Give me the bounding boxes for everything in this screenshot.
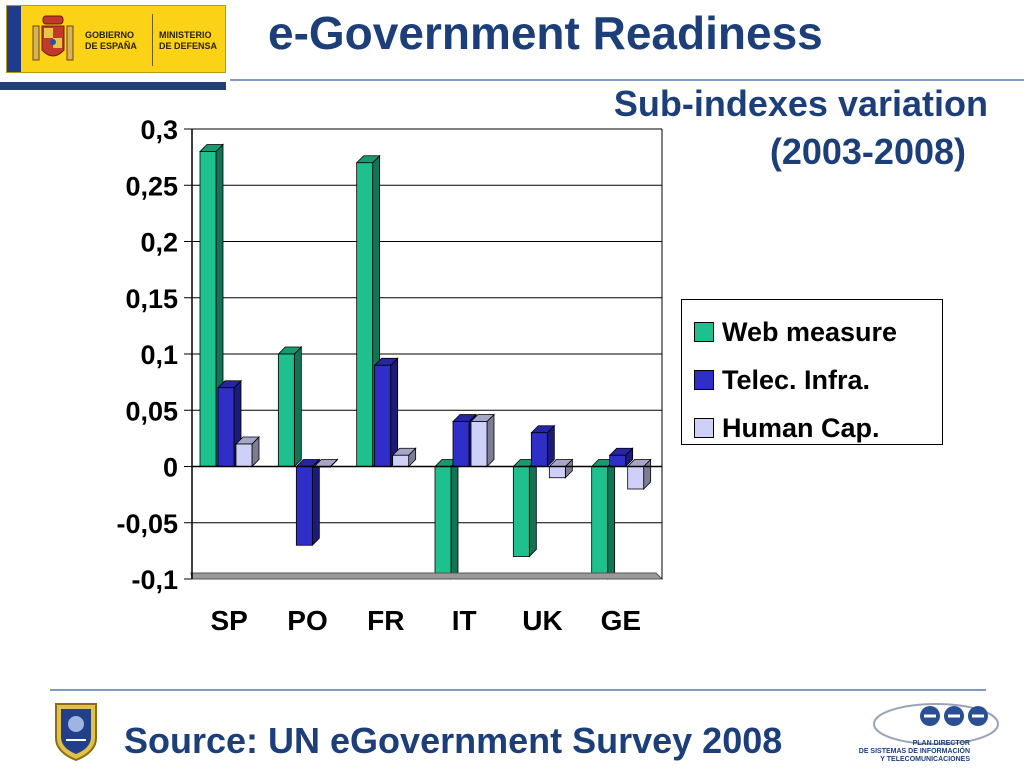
bar-ge-telec-infra	[608, 447, 634, 468]
chart-subtitle-line1: Sub-indexes variation	[613, 83, 988, 124]
bar-it-human-cap	[470, 413, 495, 468]
x-tick-label: UK	[522, 605, 562, 636]
source-note: Source: UN eGovernment Survey 2008	[124, 720, 783, 761]
flag-strip-icon	[7, 6, 21, 72]
logo-ministerio-line2: DE DEFENSA	[159, 41, 218, 51]
bar-po-telec-infra	[295, 458, 321, 547]
footer-rule	[50, 689, 986, 691]
bar-uk-human-cap	[548, 458, 574, 479]
bar-ge-web-measure	[590, 458, 616, 580]
axes	[184, 128, 664, 580]
bar-chart: 0,3 0,25 0,2 0,15 0,1 0,05 0 -0,05 -0,1 SP PO FR IT U…	[116, 115, 664, 636]
tick-labels: 0,3 0,25 0,2 0,15 0,1 0,05 0 -0,05 -0,1 SP PO FR IT U…	[116, 115, 641, 636]
y-tick-label: -0,1	[131, 565, 178, 595]
chart-legend: Web measure Telec. Infra. Human Cap.	[681, 299, 943, 445]
logo-ministerio-line1: MINISTERIO	[159, 30, 212, 40]
y-tick-label: 0	[163, 453, 178, 483]
legend-swatch-web-measure	[694, 322, 714, 342]
bar-uk-web-measure	[512, 458, 538, 558]
logo-gobierno-line2: DE ESPAÑA	[85, 41, 137, 51]
bar-sp-human-cap	[235, 436, 260, 468]
bar-fr-telec-infra	[373, 357, 399, 468]
plan-line3: Y TELECOMUNICACIONES	[880, 756, 970, 763]
x-tick-label: GE	[601, 605, 641, 636]
y-tick-label: -0,05	[116, 509, 178, 539]
logo-divider	[152, 14, 153, 66]
gobierno-logo: GOBIERNO DE ESPAÑA MINISTERIO DE DEFENSA	[6, 5, 226, 73]
page-title: e-Government Readiness	[268, 7, 823, 59]
x-tick-label: SP	[210, 605, 247, 636]
bar-uk-telec-infra	[530, 424, 556, 468]
chart-subtitle-line2: (2003-2008)	[769, 131, 966, 172]
legend-item-telec-infra: Telec. Infra.	[682, 356, 942, 404]
y-tick-label: 0,3	[140, 115, 178, 145]
plan-line1: PLAN DIRECTOR	[912, 740, 970, 747]
bar-po-web-measure	[277, 346, 303, 468]
chart-subtitle: Sub-indexes variation (2003-2008)	[614, 80, 988, 176]
y-tick-label: 0,25	[125, 171, 178, 201]
shield-icon	[55, 703, 97, 762]
bars	[199, 143, 652, 580]
plan-line2: DE SISTEMAS DE INFORMACIÓN	[858, 748, 970, 755]
y-tick-label: 0,2	[140, 228, 178, 258]
bar-ge-human-cap	[626, 458, 652, 490]
bar-it-web-measure	[434, 458, 459, 580]
header-accent-bar	[0, 82, 226, 90]
x-tick-label: IT	[452, 605, 477, 636]
legend-item-web-measure: Web measure	[682, 308, 942, 356]
coat-of-arms-icon	[32, 15, 74, 61]
legend-item-human-cap: Human Cap.	[682, 404, 942, 452]
x-tick-label: FR	[367, 605, 404, 636]
chart-floor	[190, 572, 664, 580]
x-tick-label: PO	[287, 605, 327, 636]
legend-swatch-telec-infra	[694, 370, 714, 390]
y-tick-label: 0,15	[125, 284, 178, 314]
legend-swatch-human-cap	[694, 418, 714, 438]
logo-gobierno-line1: GOBIERNO	[85, 30, 135, 40]
legend-label-telec-infra: Telec. Infra.	[722, 364, 871, 395]
legend-label-web-measure: Web measure	[722, 316, 898, 347]
y-tick-label: 0,05	[125, 396, 178, 426]
y-tick-label: 0,1	[140, 340, 178, 370]
legend-label-human-cap: Human Cap.	[722, 412, 880, 443]
header-rule	[230, 79, 1024, 81]
plan-director-logo	[873, 703, 999, 745]
